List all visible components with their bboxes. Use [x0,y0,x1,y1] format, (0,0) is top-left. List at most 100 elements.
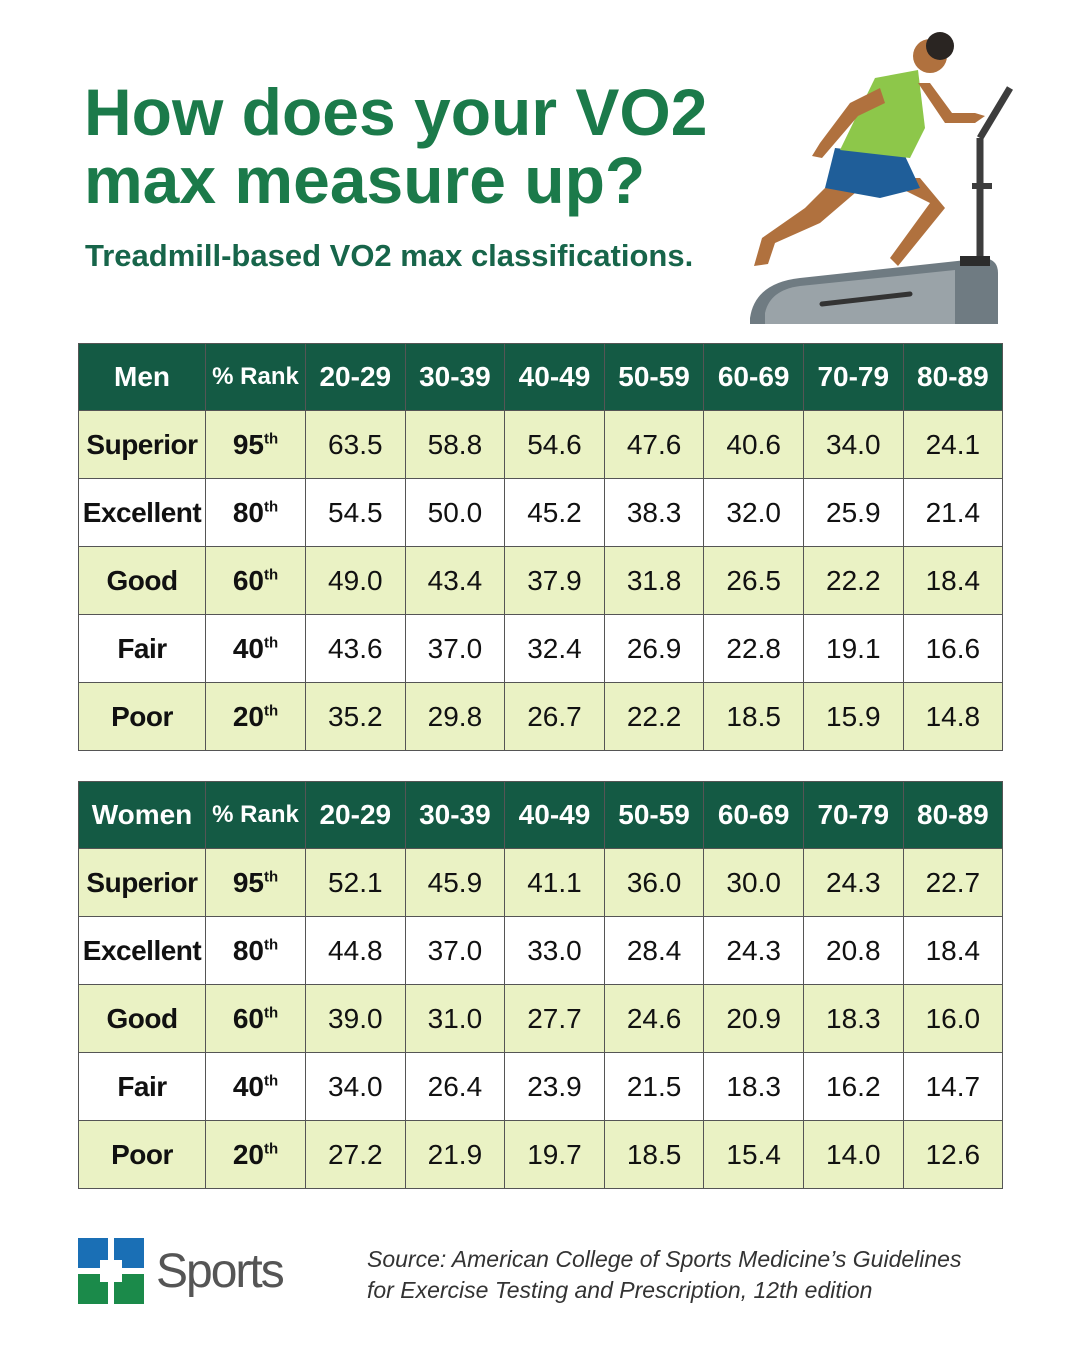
rank-number: 80 [232,496,264,528]
rank-number: 40 [232,1070,264,1102]
rank-suffix: th [263,1140,279,1158]
logo-icon [78,1238,144,1304]
value-cell: 21.4 [902,478,1004,547]
value-cell: 16.0 [902,984,1004,1053]
table-row: Superior 95th 52.1 45.9 41.1 36.0 30.0 24.3 22.7 [78,848,1004,917]
rank-cell: 95th [205,410,306,479]
value-cell: 43.4 [404,546,506,615]
rank-suffix: th [263,1004,279,1022]
row-label: Excellent [78,916,206,985]
value-cell: 19.1 [802,614,904,683]
rank-number: 20 [232,700,264,732]
value-cell: 47.6 [603,410,705,479]
value-cell: 18.3 [802,984,904,1053]
value-cell: 24.3 [802,848,904,917]
table-row: Poor 20th 35.2 29.8 26.7 22.2 18.5 15.9 14.8 [78,682,1004,751]
source: Source: American College of Sports Medic… [367,1244,961,1306]
value-cell: 27.7 [504,984,605,1053]
data-table: Women% Rank 20-29 30-39 40-49 50-59 60-69 70-7… [78,781,1004,1189]
value-cell: 32.4 [504,614,605,683]
value-cell: 54.6 [504,410,605,479]
value-cell: 37.0 [404,916,506,985]
value-cell: 24.3 [703,916,804,985]
table-row: Poor 20th 27.2 21.9 19.7 18.5 15.4 14.0 12.6 [78,1120,1004,1189]
value-cell: 26.5 [703,546,804,615]
rank-suffix: th [263,868,279,886]
value-cell: 28.4 [603,916,705,985]
value-cell: 21.9 [404,1120,506,1189]
value-cell: 18.5 [703,682,804,751]
column-header: 50-59 [603,343,705,411]
rank-suffix: th [263,936,279,954]
value-cell: 34.0 [305,1052,406,1121]
rank-cell: 80th [205,916,306,985]
value-cell: 37.0 [404,614,506,683]
row-label: Poor [78,1120,206,1189]
column-header: Men [78,343,206,411]
rank-number: 95 [232,428,264,460]
value-cell: 45.2 [504,478,605,547]
table-row: Fair 40th 34.0 26.4 23.9 21.5 18.3 16.2 14.7 [78,1052,1004,1121]
value-cell: 16.2 [802,1052,904,1121]
value-cell: 14.8 [902,682,1004,751]
value-cell: 22.2 [603,682,705,751]
column-header: 40-49 [504,343,605,411]
value-cell: 39.0 [305,984,406,1053]
table-row: Excellent 80th 54.5 50.0 45.2 38.3 32.0 25.9 21.… [78,478,1004,547]
value-cell: 29.8 [404,682,506,751]
rank-suffix: th [263,498,279,516]
value-cell: 20.8 [802,916,904,985]
row-label: Fair [78,614,206,683]
column-header: 20-29 [305,781,406,849]
row-label: Good [78,984,206,1053]
rank-cell: 40th [205,1052,306,1121]
subtitle: Treadmill-based VO2 max classifications. [85,238,694,273]
rank-suffix: th [263,1072,279,1090]
value-cell: 44.8 [305,916,406,985]
value-cell: 58.8 [404,410,506,479]
value-cell: 22.2 [802,546,904,615]
column-header: 80-89 [902,781,1004,849]
value-cell: 26.7 [504,682,605,751]
value-cell: 27.2 [305,1120,406,1189]
column-header: 60-69 [703,781,804,849]
value-cell: 14.0 [802,1120,904,1189]
data-table: Men% Rank 20-29 30-39 40-49 50-59 60-69 70-79 8… [78,343,1004,751]
value-cell: 49.0 [305,546,406,615]
rank-cell: 60th [205,984,306,1053]
value-cell: 18.3 [703,1052,804,1121]
rank-number: 40 [232,632,264,664]
value-cell: 31.0 [404,984,506,1053]
rank-suffix: th [263,566,279,584]
rank-suffix: th [263,634,279,652]
value-cell: 16.6 [902,614,1004,683]
value-cell: 32.0 [703,478,804,547]
rank-suffix: th [263,702,279,720]
rank-suffix: th [263,430,279,448]
column-header: 20-29 [305,343,406,411]
value-cell: 18.5 [603,1120,705,1189]
row-label: Poor [78,682,206,751]
column-header: 80-89 [902,343,1004,411]
value-cell: 14.7 [902,1052,1004,1121]
value-cell: 25.9 [802,478,904,547]
column-header: 30-39 [404,781,506,849]
column-header: 30-39 [404,343,506,411]
rank-number: 60 [232,564,264,596]
value-cell: 38.3 [603,478,705,547]
title: How does your VO2 max measure up? [84,78,707,214]
value-cell: 18.4 [902,546,1004,615]
header-row: Men% Rank 20-29 30-39 40-49 50-59 60-69 70-79 8… [78,343,1004,411]
value-cell: 43.6 [305,614,406,683]
value-cell: 18.4 [902,916,1004,985]
value-cell: 63.5 [305,410,406,479]
row-label: Good [78,546,206,615]
column-header: 70-79 [802,781,904,849]
value-cell: 12.6 [902,1120,1004,1189]
value-cell: 31.8 [603,546,705,615]
rank-number: 60 [232,1002,264,1034]
source-line: Source: American College of Sports Medic… [367,1246,962,1272]
value-cell: 19.7 [504,1120,605,1189]
rank-number: 95 [232,866,264,898]
